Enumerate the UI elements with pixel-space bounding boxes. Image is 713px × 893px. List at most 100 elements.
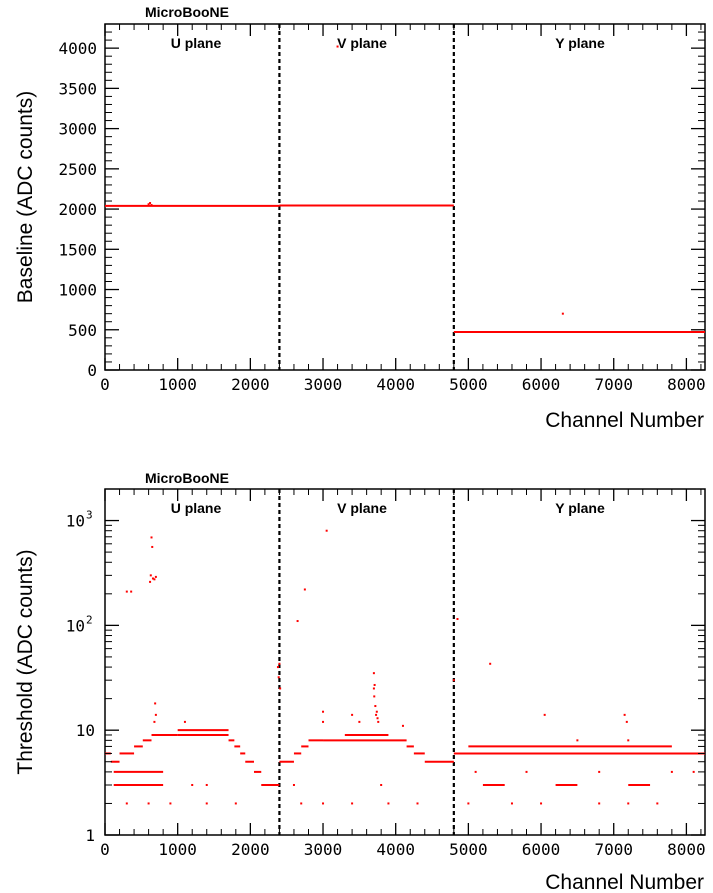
data-point: [292, 783, 295, 786]
data-point: [296, 620, 299, 623]
data-point: [153, 578, 156, 581]
data-point: [543, 713, 546, 716]
data-point: [401, 724, 404, 727]
y-tick-label: 10: [66, 512, 85, 531]
data-point: [325, 529, 328, 532]
data-point: [322, 710, 325, 713]
data-point: [625, 720, 628, 723]
x-tick-label: 0: [100, 375, 110, 394]
data-point: [351, 713, 354, 716]
data-point: [154, 575, 157, 578]
x-tick-label: 6000: [522, 840, 561, 859]
data-point: [125, 590, 128, 593]
data-point: [623, 713, 626, 716]
data-point: [130, 590, 133, 593]
data-point: [576, 739, 579, 742]
data-point: [627, 802, 630, 805]
y-tick-label: 10: [76, 721, 95, 740]
x-axis-title: Channel Number: [545, 871, 704, 893]
x-tick-label: 7000: [594, 375, 633, 394]
experiment-label: MicroBooNE: [145, 4, 229, 20]
data-point: [598, 770, 601, 773]
y-tick-label: 2000: [58, 200, 97, 219]
y-tick-label: 3000: [58, 120, 97, 139]
data-point: [154, 702, 157, 705]
data-point: [692, 770, 695, 773]
y-tick-label: 4000: [58, 39, 97, 58]
x-tick-label: 5000: [449, 840, 488, 859]
data-point: [375, 713, 378, 716]
y-tick-label: 500: [68, 321, 97, 340]
data-point: [183, 720, 186, 723]
data-point: [169, 802, 172, 805]
data-point: [322, 802, 325, 805]
data-point: [149, 574, 152, 577]
y-tick-exponent: 3: [86, 509, 93, 522]
x-tick-label: 4000: [376, 840, 415, 859]
data-point: [154, 713, 157, 716]
data-point: [467, 802, 470, 805]
x-tick-label: 0: [100, 840, 110, 859]
data-point: [561, 312, 564, 315]
data-point: [147, 802, 150, 805]
data-point: [474, 770, 477, 773]
data-point: [373, 695, 376, 698]
data-point: [149, 202, 152, 205]
y-tick-label: 1000: [58, 281, 97, 300]
data-point: [525, 770, 528, 773]
baseline-panel: 0 1000 2000 3000 4000 5000 6000 7000 8000 0 500 100…: [14, 4, 706, 432]
data-point: [358, 720, 361, 723]
y-tick-label: 3500: [58, 79, 97, 98]
data-point: [656, 802, 659, 805]
data-point: [627, 739, 630, 742]
data-point: [377, 720, 380, 723]
data-point: [375, 710, 378, 713]
y-tick-label: 2500: [58, 160, 97, 179]
experiment-label: MicroBooNE: [145, 470, 229, 486]
data-point: [374, 705, 377, 708]
x-tick-label: 7000: [594, 840, 633, 859]
y-tick-label: 10: [66, 616, 85, 635]
x-tick-label: 4000: [376, 375, 415, 394]
plane-label-y: Y plane: [555, 500, 605, 516]
data-point: [380, 783, 383, 786]
axes: 0 1000 2000 3000 4000 5000 6000 7000 8000 0 500 100…: [58, 24, 706, 394]
y-tick-label: 0: [87, 361, 97, 380]
plot-area: [105, 24, 705, 370]
x-tick-label: 8000: [667, 375, 706, 394]
data-point: [278, 662, 281, 665]
y-tick-exponent: 2: [86, 613, 93, 626]
x-tick-label: 1000: [158, 840, 197, 859]
data-point: [205, 802, 208, 805]
y-tick-label: 1500: [58, 240, 97, 259]
plane-label-u: U plane: [171, 500, 222, 516]
data-point: [153, 720, 156, 723]
x-axis-title: Channel Number: [545, 409, 704, 432]
data-point: [150, 536, 153, 539]
data-point: [300, 802, 303, 805]
data-point: [540, 802, 543, 805]
x-tick-label: 8000: [667, 840, 706, 859]
x-tick-label: 6000: [522, 375, 561, 394]
plane-label-y: Y plane: [555, 35, 605, 51]
data-point: [150, 204, 153, 207]
data-point: [151, 577, 154, 580]
plot-frame: [104, 23, 706, 371]
data-point: [372, 687, 375, 690]
data-point: [598, 802, 601, 805]
data-point: [277, 676, 280, 679]
data-point: [336, 45, 339, 48]
data-point: [234, 802, 237, 805]
plot-area: [105, 489, 705, 835]
data-point: [376, 717, 379, 720]
data-point: [191, 783, 194, 786]
data-point: [452, 679, 455, 682]
data-point: [205, 783, 208, 786]
plot-frame: [104, 488, 706, 836]
x-tick-label: 3000: [304, 840, 343, 859]
data-point: [372, 672, 375, 675]
data-point: [125, 802, 128, 805]
